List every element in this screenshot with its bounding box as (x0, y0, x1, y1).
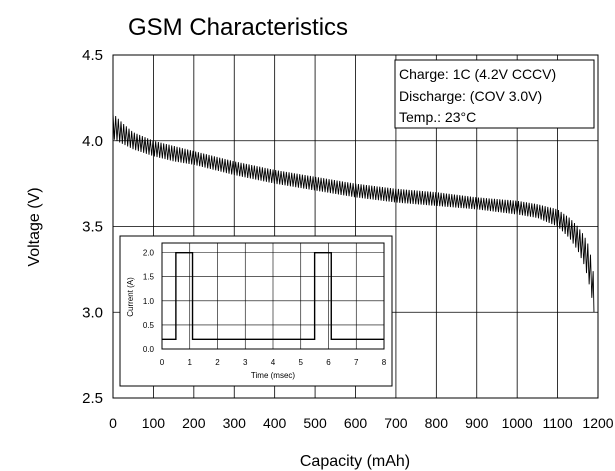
inset-x-tick-label: 5 (299, 358, 304, 367)
x-tick-label: 100 (142, 415, 166, 431)
inset-x-axis-label: Time (msec) (251, 371, 295, 380)
conditions-legend-box: Charge: 1C (4.2V CCCV) Discharge: (COV 3… (394, 59, 595, 129)
y-tick-label: 3.5 (82, 219, 103, 236)
inset-current-series (162, 251, 384, 341)
x-tick-label: 1200 (582, 415, 613, 431)
inset-x-tick-label: 0 (160, 358, 165, 367)
legend-line-temp: Temp.: 23°C (399, 109, 476, 125)
inset-y-tick-label: 1.5 (143, 273, 155, 282)
x-tick-label: 1000 (502, 415, 533, 431)
inset-y-tick-labels: 0.0 0.5 1.0 1.5 2.0 (143, 249, 155, 354)
legend-line-discharge: Discharge: (COV 3.0V) (399, 88, 542, 104)
inset-x-tick-label: 8 (382, 358, 387, 367)
x-tick-label: 500 (303, 415, 327, 431)
inset-x-tick-label: 2 (215, 358, 220, 367)
y-tick-label: 2.5 (82, 390, 103, 407)
x-axis-label: Capacity (mAh) (300, 453, 410, 470)
inset-y-tick-label: 0.5 (143, 321, 155, 330)
y-axis-label: Voltage (V) (26, 187, 43, 266)
x-tick-labels: 0 100 200 300 400 500 600 700 800 900 1000 1100 1200 (109, 415, 614, 431)
x-tick-label: 300 (223, 415, 247, 431)
inset-current-chart: 0 1 2 3 4 5 6 7 8 0.0 0.5 1.0 1.5 2.0 Time (msec) Cu… (119, 235, 393, 387)
inset-frame (119, 235, 393, 387)
x-tick-label: 200 (182, 415, 206, 431)
inset-x-tick-label: 7 (354, 358, 359, 367)
y-tick-label: 4.5 (82, 47, 103, 64)
inset-x-tick-label: 3 (243, 358, 248, 367)
inset-plot-frame (161, 242, 385, 350)
inset-x-tick-label: 6 (326, 358, 331, 367)
inset-x-tick-labels: 0 1 2 3 4 5 6 7 8 (160, 358, 387, 367)
inset-y-tick-label: 0.0 (143, 345, 155, 354)
x-tick-label: 700 (384, 415, 408, 431)
legend-frame (394, 59, 595, 129)
x-tick-label: 400 (263, 415, 287, 431)
x-tick-label: 600 (344, 415, 368, 431)
x-tick-label: 0 (109, 415, 117, 431)
x-tick-label: 800 (425, 415, 449, 431)
y-tick-label: 4.0 (82, 133, 103, 150)
inset-current-line (162, 251, 384, 341)
y-tick-labels: 2.5 3.0 3.5 4.0 4.5 (82, 47, 103, 407)
x-tick-label: 1100 (543, 415, 573, 431)
voltage-series-line (112, 113, 595, 313)
plot-frame (112, 54, 599, 399)
chart-title: GSM Characteristics (128, 14, 348, 41)
voltage-series (112, 113, 595, 313)
y-tick-label: 3.0 (82, 304, 103, 321)
legend-line-charge: Charge: 1C (4.2V CCCV) (399, 66, 556, 82)
inset-y-axis-label: Current (A) (126, 277, 135, 317)
inset-x-tick-label: 1 (188, 358, 193, 367)
inset-x-tick-label: 4 (271, 358, 276, 367)
inset-y-tick-label: 2.0 (143, 249, 155, 258)
x-tick-label: 900 (465, 415, 489, 431)
inset-y-tick-label: 1.0 (143, 297, 155, 306)
